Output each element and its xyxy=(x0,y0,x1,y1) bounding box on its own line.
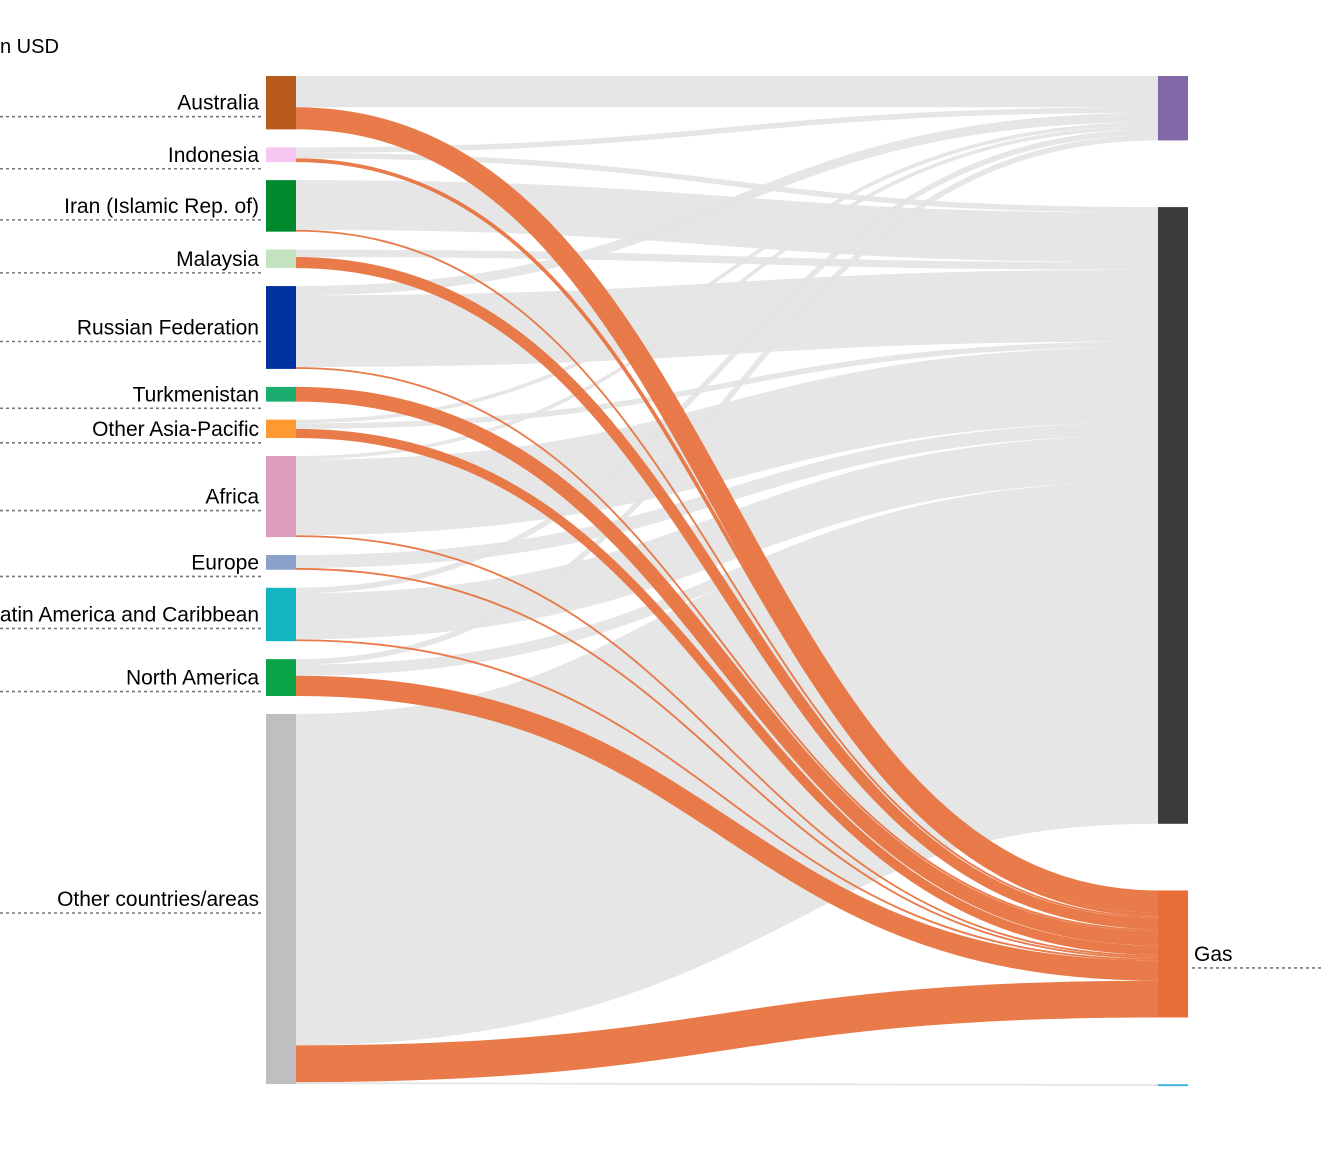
source-label-iran-islamic-rep-of: Iran (Islamic Rep. of) xyxy=(64,195,259,218)
source-label-indonesia: Indonesia xyxy=(168,144,259,167)
link-russian-federation-to-gas xyxy=(295,367,1159,931)
source-node-russian-federation[interactable] xyxy=(266,286,296,369)
link-africa-to-gas xyxy=(295,535,1159,957)
link-other-countries-areas-to-mid xyxy=(294,492,1160,1046)
source-label-australia: Australia xyxy=(177,92,259,115)
source-node-other-asia-pacific[interactable] xyxy=(266,419,296,439)
link-indonesia-to-top xyxy=(295,107,1159,153)
target-node-top[interactable] xyxy=(1158,76,1188,141)
sankey-nodes xyxy=(266,76,1188,1087)
flow-links xyxy=(294,75,1160,1087)
source-label-malaysia: Malaysia xyxy=(176,248,259,271)
link-africa-to-mid xyxy=(295,347,1159,536)
unit-label: n USD xyxy=(0,36,59,58)
link-north-america-to-gas xyxy=(295,675,1159,981)
target-label-gas: Gas xyxy=(1194,943,1233,966)
link-malaysia-to-gas xyxy=(295,257,1159,930)
source-node-north-america[interactable] xyxy=(266,659,296,696)
link-russian-federation-to-top xyxy=(295,112,1159,296)
source-node-africa[interactable] xyxy=(266,456,296,538)
source-label-russian-federation: Russian Federation xyxy=(77,316,259,339)
source-label-africa: Africa xyxy=(205,486,259,509)
source-node-turkmenistan[interactable] xyxy=(266,386,296,402)
source-node-indonesia[interactable] xyxy=(266,147,296,163)
target-node-gas[interactable] xyxy=(1158,890,1188,1018)
source-label-other-countries-areas: Other countries/areas xyxy=(57,888,259,911)
source-label-turkmenistan: Turkmenistan xyxy=(133,383,259,406)
source-label-latin-america-and-caribbean: Latin America and Caribbean xyxy=(0,603,259,626)
link-other-countries-areas-to-low xyxy=(295,1082,1159,1087)
node-labels: Australia Indonesia Iran (Islamic Rep. of)… xyxy=(0,92,1322,969)
target-node-mid[interactable] xyxy=(1158,207,1188,824)
link-europe-to-gas xyxy=(295,567,1159,959)
link-russian-federation-to-mid xyxy=(295,269,1159,368)
source-node-other-countries-areas[interactable] xyxy=(266,713,296,1084)
target-node-low[interactable] xyxy=(1158,1084,1188,1087)
source-label-europe: Europe xyxy=(191,551,259,574)
highlighted-flow-links xyxy=(295,107,1159,1083)
source-label-north-america: North America xyxy=(126,667,259,690)
link-other-asia-pacific-to-gas xyxy=(295,428,1159,955)
source-label-other-asia-pacific: Other Asia-Pacific xyxy=(92,418,259,441)
source-node-iran-islamic-rep-of[interactable] xyxy=(266,180,296,232)
link-turkmenistan-to-gas xyxy=(295,386,1159,946)
link-latin-america-and-caribbean-to-gas xyxy=(295,639,1159,961)
link-other-asia-pacific-to-top xyxy=(295,122,1159,424)
link-north-america-to-top xyxy=(295,134,1159,665)
source-node-malaysia[interactable] xyxy=(266,249,296,269)
link-indonesia-to-gas xyxy=(295,158,1159,917)
source-node-australia[interactable] xyxy=(266,76,296,130)
source-node-latin-america-and-caribbean[interactable] xyxy=(266,587,296,642)
link-iran-islamic-rep-of-to-mid xyxy=(295,180,1159,263)
link-malaysia-to-mid xyxy=(295,249,1159,270)
source-node-europe[interactable] xyxy=(266,555,296,570)
link-latin-america-and-caribbean-to-top xyxy=(295,129,1159,594)
link-other-countries-areas-to-gas xyxy=(295,980,1159,1083)
link-africa-to-top xyxy=(295,125,1159,460)
link-australia-to-gas xyxy=(295,107,1159,913)
link-iran-islamic-rep-of-to-gas xyxy=(295,229,1159,919)
